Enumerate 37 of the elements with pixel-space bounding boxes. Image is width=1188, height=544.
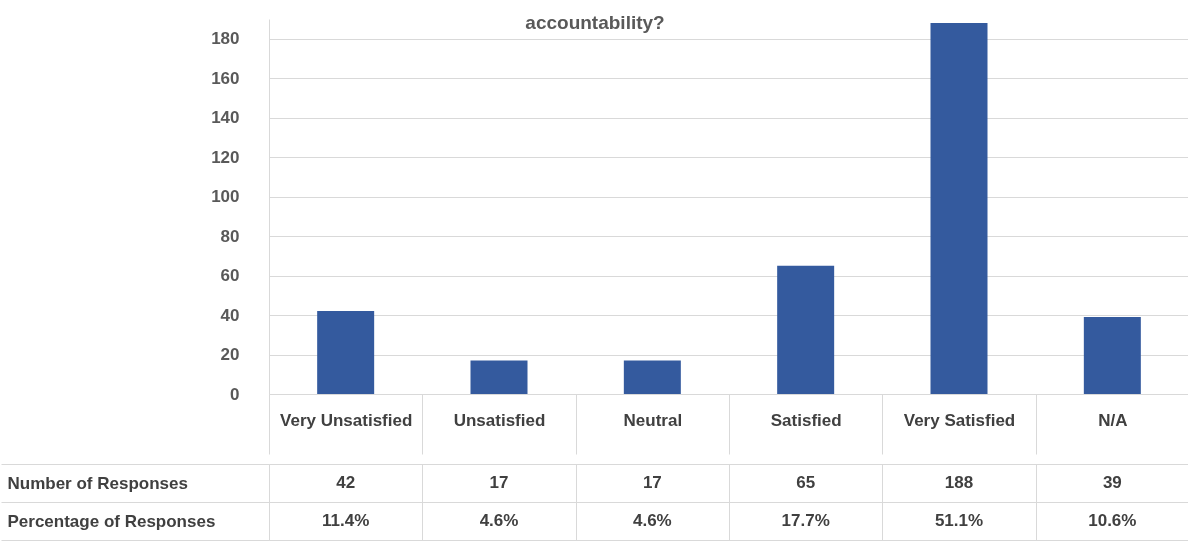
text: 17.7% [781,511,830,530]
text: 51.1% [934,511,984,530]
y-tick-label: 60 [220,266,240,286]
y-tick-label: 160 [211,68,240,88]
text: Percentage of Responses [7,511,216,531]
chart-title: accountability? [525,12,665,33]
bar [470,360,528,394]
x-tick-label: Neutral [623,410,683,430]
data-label: 17 [489,473,509,492]
y-tick-label: 0 [230,384,240,404]
text: Number of Responses [7,473,188,493]
y-tick-label: 80 [220,226,240,246]
y-tick-label: 20 [220,345,240,365]
bar [777,265,835,394]
text: 11.4% [322,511,370,530]
bar [1083,317,1141,394]
data-label: 17 [642,473,662,492]
text: 4.6% [479,511,519,530]
data-label: 188 [944,473,974,492]
y-tick-label: 120 [211,147,240,167]
bar [930,22,988,394]
y-tick-label: 40 [220,305,240,325]
text: 10.6% [1088,511,1137,530]
bar [623,360,681,394]
y-tick-label: 100 [211,187,240,207]
data-label: 39 [1102,473,1122,492]
x-tick-label: Satisfied [770,410,842,430]
x-tick-label: Very Satisfied [903,410,1016,430]
x-tick-label: N/A [1098,410,1128,430]
bar [317,311,375,394]
x-tick-label: Unsatisfied [453,410,546,430]
x-tick-label: Very Unsatisfied [280,410,413,430]
data-label: 42 [336,473,356,492]
text: 4.6% [632,511,672,530]
y-tick-label: 140 [211,108,240,128]
y-tick-label: 180 [211,29,240,49]
data-label: 65 [796,473,816,492]
